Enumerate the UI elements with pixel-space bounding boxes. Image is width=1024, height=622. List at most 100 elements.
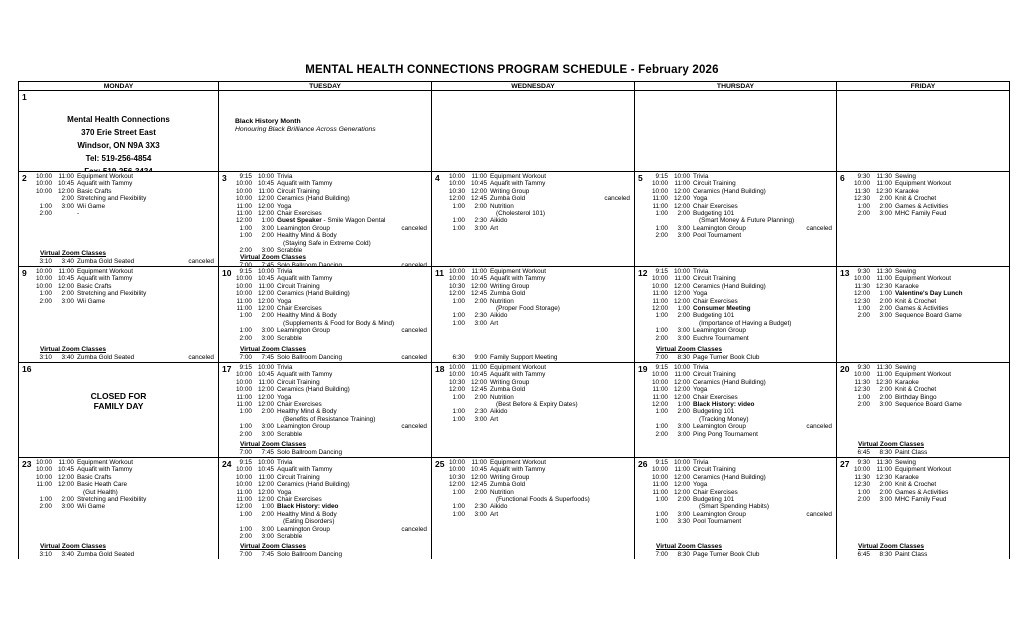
event-subtitle-line: (Proper Food Storage) bbox=[446, 305, 634, 312]
event-end-time: 12:00 bbox=[258, 488, 274, 496]
event-start-time: 1:00 bbox=[655, 312, 668, 320]
event-start-time: 1:00 bbox=[239, 510, 252, 518]
event-start-time: 9:15 bbox=[655, 459, 668, 466]
event-start-time: 2:00 bbox=[39, 297, 52, 305]
day-number: 1 bbox=[22, 92, 27, 102]
event-line: 10:00 10:45 Aquafit with Tammy bbox=[33, 180, 218, 187]
event-end-time bbox=[252, 320, 274, 327]
event-start-time: 10:00 bbox=[449, 466, 465, 474]
event-end-time: 12:00 bbox=[258, 496, 274, 504]
event-end-time: 10:45 bbox=[258, 466, 274, 474]
event-line: 10:00 11:00 Equipment Workout bbox=[446, 364, 634, 371]
event-start-time: 11:30 bbox=[854, 282, 870, 290]
event-subtitle: (Gut Health) bbox=[83, 488, 118, 496]
org-address-line: 370 Erie Street East bbox=[81, 128, 156, 137]
event-list: 9:15 10:00 Trivia 10:00 11:00 Circuit Trainin… bbox=[649, 459, 836, 526]
event-end-time bbox=[252, 240, 274, 247]
event-line: 11:00 12:00 Yoga bbox=[233, 203, 431, 210]
event-start-time: 6:45 bbox=[857, 448, 870, 456]
event-title: Aquafit with Tammy bbox=[277, 466, 333, 474]
event-end-time: 3:00 bbox=[879, 496, 892, 504]
event-end-time: 12:00 bbox=[258, 481, 274, 489]
event-list: 9:15 10:00 Trivia 10:00 11:00 Circuit Trainin… bbox=[649, 268, 836, 342]
event-line: 10:30 12:00 Writing Group bbox=[446, 283, 634, 290]
event-title: Basic Crafts bbox=[77, 473, 112, 481]
event-end-time: 2:00 bbox=[474, 202, 487, 210]
event-end-time: 2:00 bbox=[879, 393, 892, 401]
event-list: 9:30 11:30 Sewing 10:00 11:00 Equipment Worko… bbox=[851, 268, 1009, 320]
event-line: 11:00 12:00 Yoga bbox=[649, 195, 836, 202]
event-start-time: 7:00 bbox=[239, 448, 252, 456]
event-start-time: 9:15 bbox=[239, 268, 252, 275]
event-start-time: 10:00 bbox=[449, 173, 465, 180]
event-end-time: 2:00 bbox=[879, 202, 892, 210]
event-end-time: 3:40 bbox=[61, 257, 74, 265]
event-line: 10:30 12:00 Writing Group bbox=[446, 379, 634, 386]
event-subtitle: (Smart Spending Habits) bbox=[699, 503, 769, 511]
event-end-time: 12:00 bbox=[674, 297, 690, 305]
virtual-zoom-heading: Virtual Zoom Classes bbox=[240, 441, 306, 448]
event-start-time: 10:00 bbox=[236, 466, 252, 474]
canceled-note: canceled bbox=[401, 262, 427, 267]
event-end-time: 11:30 bbox=[876, 268, 892, 275]
event-line: 10:00 11:00 Equipment Workout bbox=[446, 173, 634, 180]
event-title: Karaoke bbox=[895, 282, 919, 290]
event-line: 10:00 10:45 Aquafit with Tammy bbox=[446, 275, 634, 282]
event-title: Ceramics (Hand Building) bbox=[277, 386, 350, 394]
day-cell: 11 10:00 11:00 Equipment Workout 10:00 10:45 A… bbox=[431, 267, 634, 363]
event-end-time: 9:00 bbox=[474, 353, 487, 361]
event-title: Games & Activities bbox=[895, 305, 949, 313]
event-line: 10:00 12:00 Ceramics (Hand Building) bbox=[649, 379, 836, 386]
event-title: Budgeting 101 bbox=[693, 312, 735, 320]
event-end-time: 3:00 bbox=[879, 312, 892, 320]
event-start-time bbox=[446, 305, 465, 312]
event-end-time: 12:00 bbox=[674, 393, 690, 401]
canceled-note: canceled bbox=[188, 353, 214, 361]
event-list: 10:00 11:00 Equipment Workout 10:00 10:45 Aqu… bbox=[33, 268, 218, 305]
event-start-time: 11:00 bbox=[236, 305, 252, 313]
event-end-time: 12:00 bbox=[58, 481, 74, 489]
month-theme-heading: Black History Month bbox=[235, 118, 301, 125]
event-title: Basic Crafts bbox=[77, 187, 112, 195]
event-title: Karaoke bbox=[895, 473, 919, 481]
event-start-time: 10:00 bbox=[36, 466, 52, 474]
event-end-time: 11:00 bbox=[258, 378, 274, 386]
event-end-time: 12:00 bbox=[674, 378, 690, 386]
event-start-time: 1:00 bbox=[655, 210, 668, 218]
event-title: Aikido bbox=[490, 408, 508, 416]
event-subtitle: (Proper Food Storage) bbox=[496, 305, 560, 313]
event-title: Yoga bbox=[277, 202, 292, 210]
event-line: 12:00 1:00 Valentine's Day Lunch bbox=[851, 290, 1009, 297]
event-start-time: 9:15 bbox=[655, 173, 668, 180]
event-start-time: 11:30 bbox=[854, 473, 870, 481]
event-end-time: 12:00 bbox=[58, 282, 74, 290]
event-start-time: 11:00 bbox=[236, 496, 252, 504]
event-start-time: 12:00 bbox=[236, 503, 252, 511]
event-title: Sequence Board Game bbox=[895, 401, 962, 409]
event-start-time: 10:00 bbox=[236, 195, 252, 203]
event-end-time: 2:30 bbox=[474, 503, 487, 511]
virtual-zoom-heading: Virtual Zoom Classes bbox=[858, 543, 924, 550]
event-line: 2:00 3:00 Scrabble bbox=[233, 247, 431, 254]
event-title: Trivia bbox=[277, 268, 293, 275]
event-start-time bbox=[649, 217, 668, 224]
event-start-time: 10:00 bbox=[854, 180, 870, 188]
event-start-time: 2:00 bbox=[39, 503, 52, 511]
day-number: 25 bbox=[435, 459, 445, 469]
event-end-time: 12:00 bbox=[58, 187, 74, 195]
event-end-time: 12:00 bbox=[674, 488, 690, 496]
event-end-time: 3:40 bbox=[61, 353, 74, 361]
event-start-time: 1:00 bbox=[452, 510, 465, 518]
event-end-time: 12:00 bbox=[674, 202, 690, 210]
event-line: 10:00 12:00 Ceramics (Hand Building) bbox=[649, 283, 836, 290]
event-title: Basic Crafts bbox=[77, 282, 112, 290]
event-line: 9:15 10:00 Trivia bbox=[649, 268, 836, 275]
event-line: 10:00 11:00 Equipment Workout bbox=[851, 180, 1009, 187]
event-list: 9:30 11:30 Sewing 10:00 11:00 Equipment Worko… bbox=[851, 173, 1009, 217]
event-line: 9:30 11:30 Sewing bbox=[851, 364, 1009, 371]
event-start-time: 11:00 bbox=[36, 481, 52, 489]
virtual-zoom-heading: Virtual Zoom Classes bbox=[240, 254, 306, 262]
event-line: 10:30 12:00 Writing Group bbox=[446, 188, 634, 195]
event-end-time: 8:30 bbox=[677, 550, 690, 558]
event-start-time: 10:00 bbox=[652, 187, 668, 195]
